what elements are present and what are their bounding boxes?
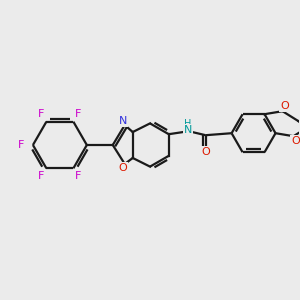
Text: O: O — [201, 147, 210, 157]
Text: F: F — [75, 171, 82, 181]
Text: O: O — [118, 163, 127, 173]
Text: H: H — [184, 119, 191, 129]
Text: O: O — [291, 136, 300, 146]
Text: N: N — [184, 125, 192, 135]
Text: F: F — [75, 109, 82, 119]
Text: F: F — [18, 140, 24, 150]
Text: F: F — [38, 171, 45, 181]
Text: O: O — [280, 101, 289, 111]
Text: N: N — [118, 116, 127, 126]
Text: F: F — [38, 109, 45, 119]
